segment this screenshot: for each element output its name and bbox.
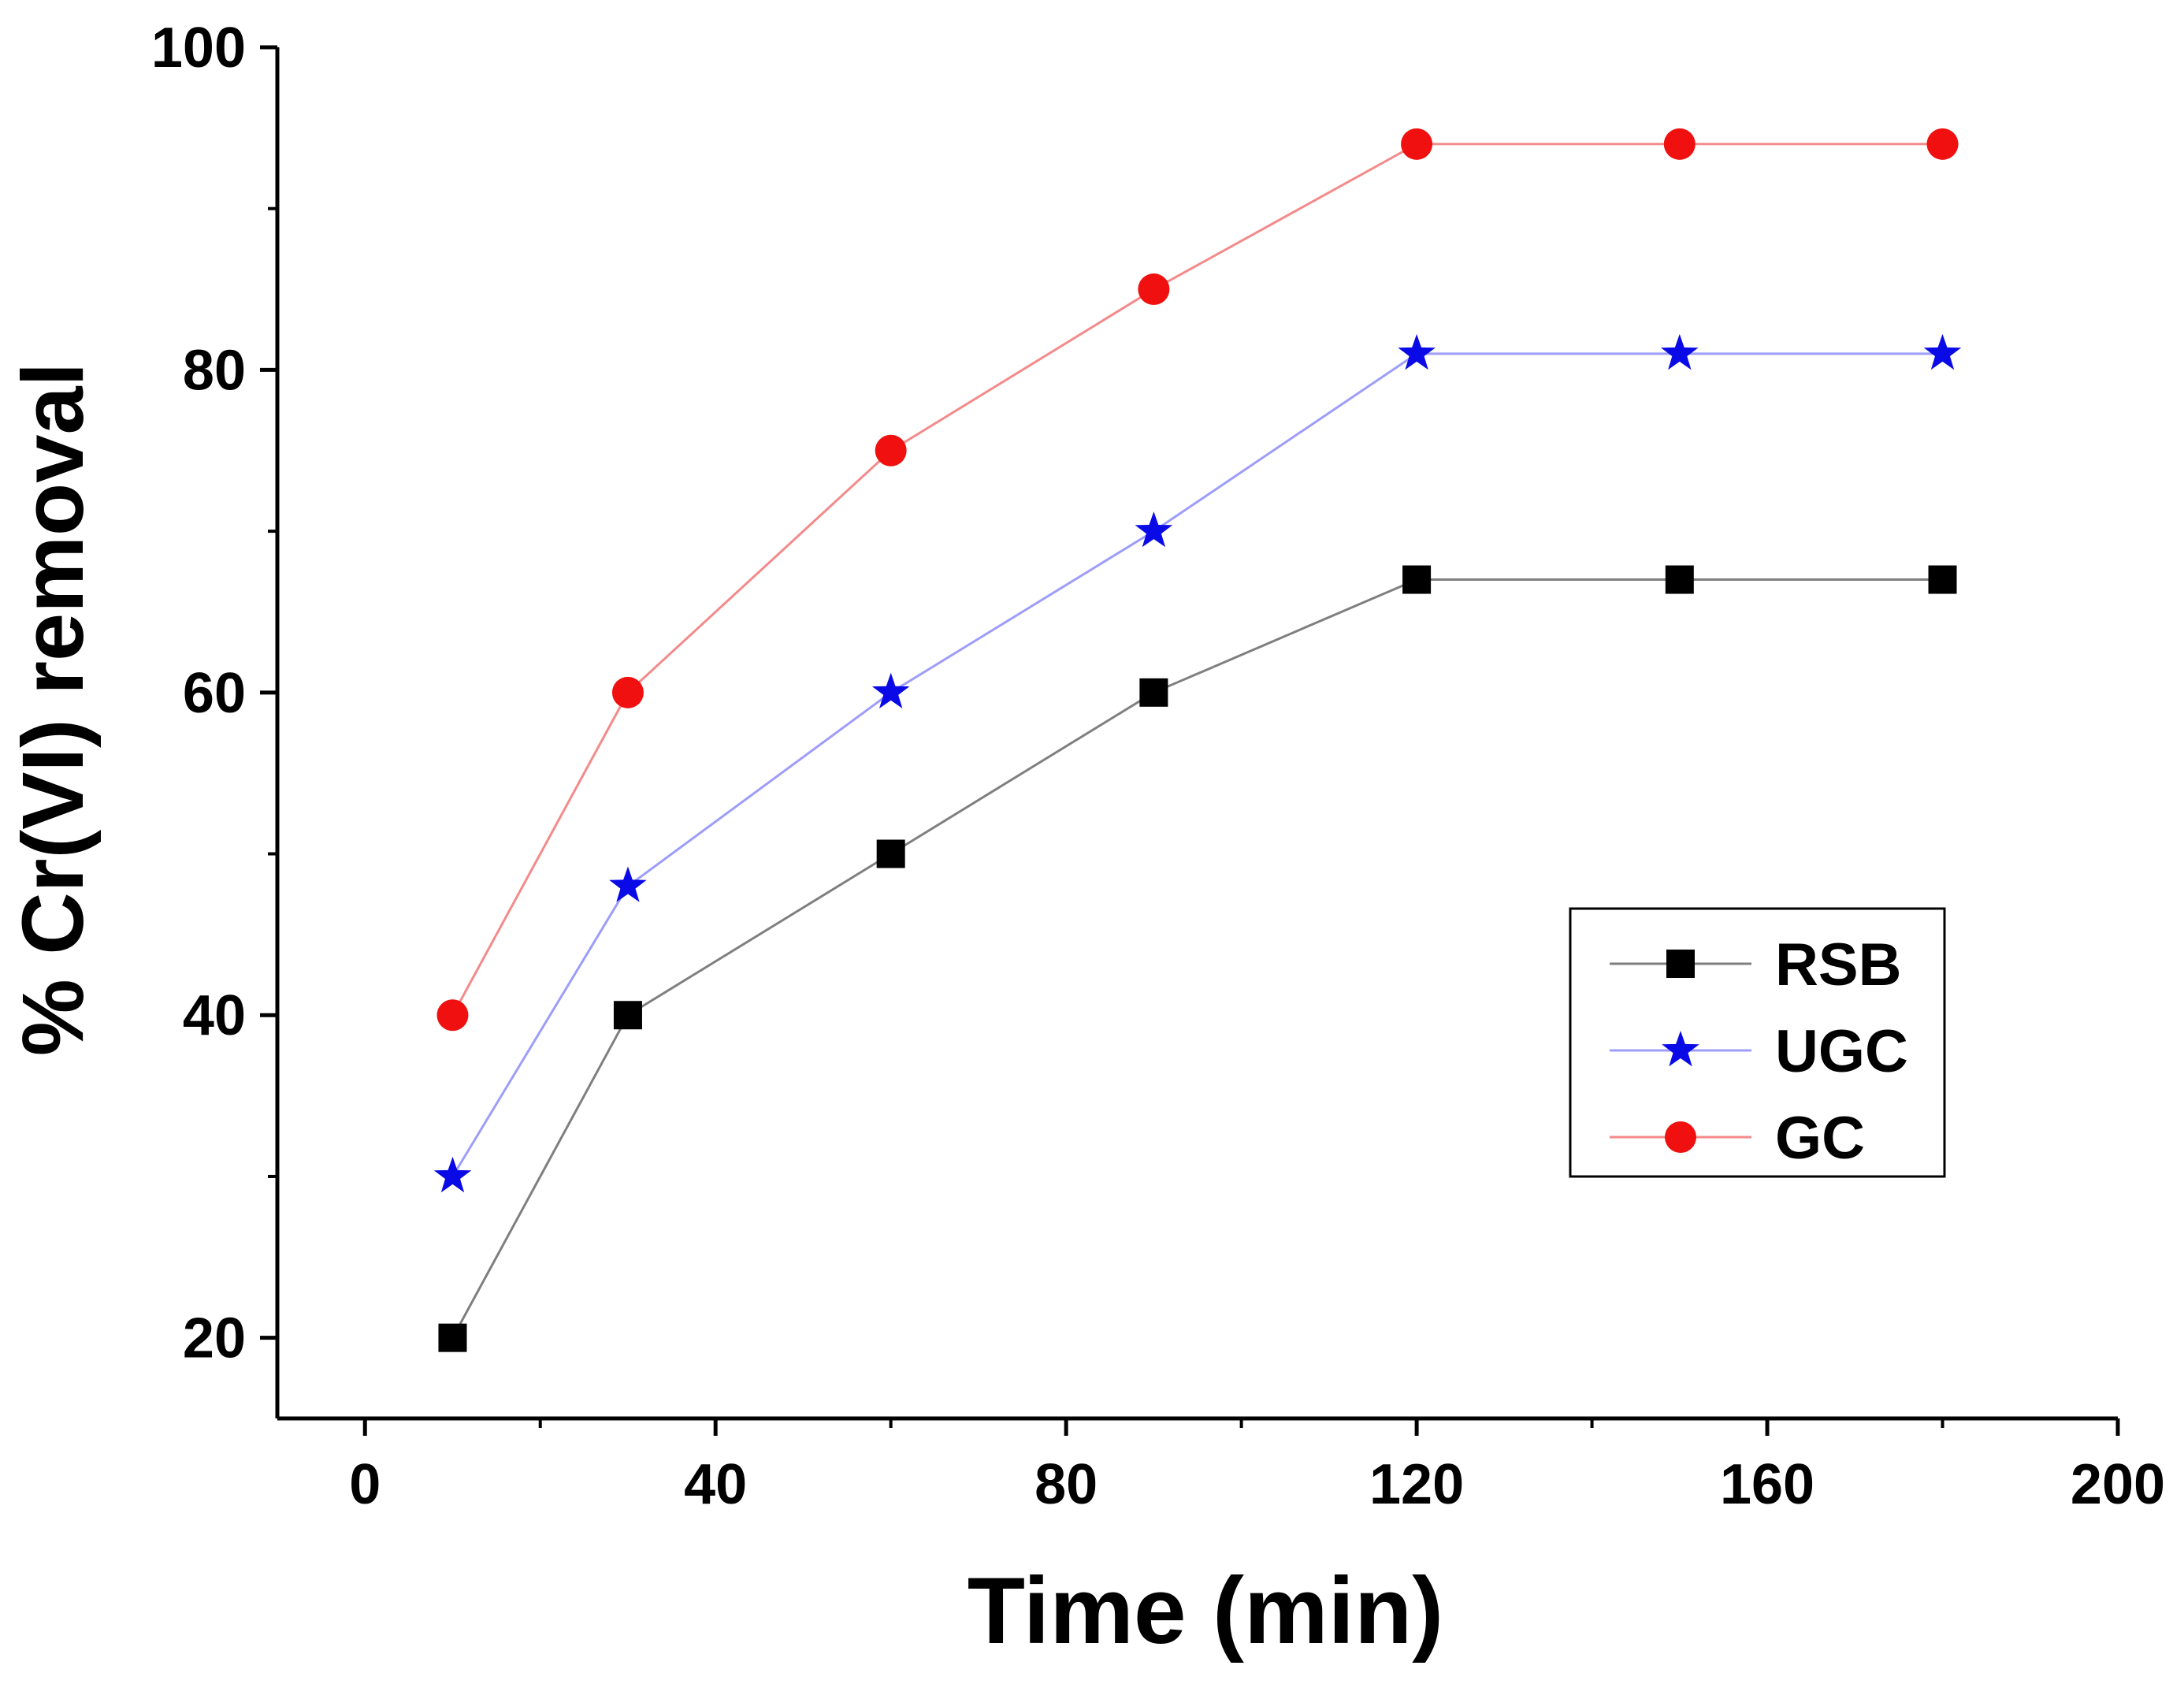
data-point-gc (611, 676, 644, 708)
data-point-gc (1926, 128, 1959, 160)
data-point-rsb (876, 839, 905, 868)
x-tick-label: 120 (1369, 1453, 1464, 1516)
legend-label-rsb: RSB (1775, 931, 1901, 998)
data-point-rsb (1928, 565, 1957, 594)
legend-marker-rsb (1666, 950, 1695, 978)
data-point-rsb (1402, 565, 1432, 594)
data-point-rsb (438, 1323, 467, 1352)
legend-label-ugc: UGC (1775, 1018, 1908, 1085)
data-point-ugc (609, 866, 647, 902)
series-markers (433, 128, 1962, 1352)
data-point-rsb (613, 1001, 642, 1030)
y-tick-label: 60 (183, 662, 246, 725)
y-tick-label: 20 (183, 1307, 246, 1370)
data-point-ugc (1923, 333, 1962, 370)
legend-marker-ugc (1662, 1031, 1699, 1067)
data-point-ugc (1135, 511, 1173, 548)
data-point-gc (875, 434, 907, 467)
legend-label-gc: GC (1775, 1105, 1865, 1172)
data-point-rsb (1139, 678, 1168, 707)
y-axis-title: % Cr(VI) removal (5, 362, 102, 1056)
y-tick-label: 80 (183, 339, 246, 402)
y-tick-label: 40 (183, 984, 246, 1047)
data-point-ugc (1398, 333, 1436, 370)
x-axis-title: Time (min) (968, 1558, 1444, 1664)
data-point-ugc (871, 672, 910, 708)
data-point-ugc (1661, 333, 1699, 370)
x-tick-label: 160 (1720, 1453, 1814, 1516)
data-point-gc (1401, 128, 1433, 160)
x-tick-label: 200 (2071, 1453, 2165, 1516)
y-tick-label: 100 (151, 17, 246, 80)
axes: 0 40 80 120 160 200 20 40 60 80 100 (151, 17, 2165, 1516)
legend-marker-gc (1665, 1121, 1696, 1153)
data-point-rsb (1665, 565, 1694, 594)
data-point-gc (436, 999, 469, 1032)
legend: RSB UGC GC (1569, 907, 1946, 1178)
x-tick-label: 40 (684, 1453, 747, 1516)
data-point-ugc (433, 1156, 472, 1193)
data-point-gc (1138, 273, 1170, 306)
x-tick-label: 0 (349, 1453, 381, 1516)
data-point-gc (1663, 128, 1696, 160)
legend-box (1569, 907, 1946, 1178)
x-tick-label: 80 (1034, 1453, 1098, 1516)
